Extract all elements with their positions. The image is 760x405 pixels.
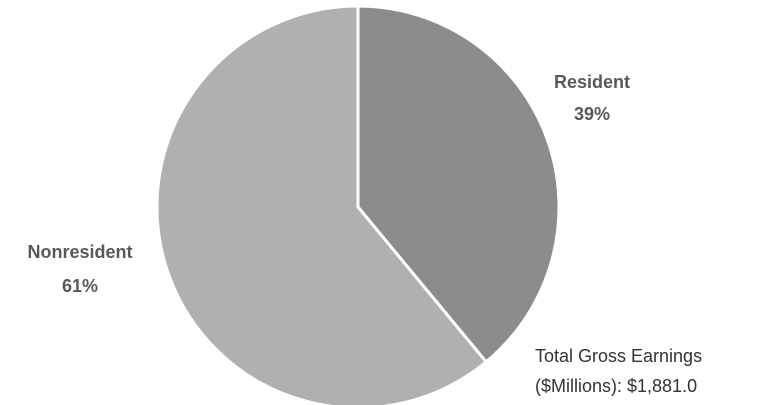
resident-label: Resident xyxy=(554,72,630,92)
resident-percent-label: 39% xyxy=(574,104,610,124)
nonresident-label: Nonresident xyxy=(27,242,132,262)
nonresident-percent-label: 61% xyxy=(62,276,98,296)
pie-slice-resident xyxy=(356,4,561,364)
pie-slices xyxy=(155,4,561,405)
total-earnings-note-line2: ($Millions): $1,881.0 xyxy=(535,376,697,396)
total-earnings-note-line1: Total Gross Earnings xyxy=(535,346,702,366)
pie-slice-nonresident xyxy=(155,4,488,405)
